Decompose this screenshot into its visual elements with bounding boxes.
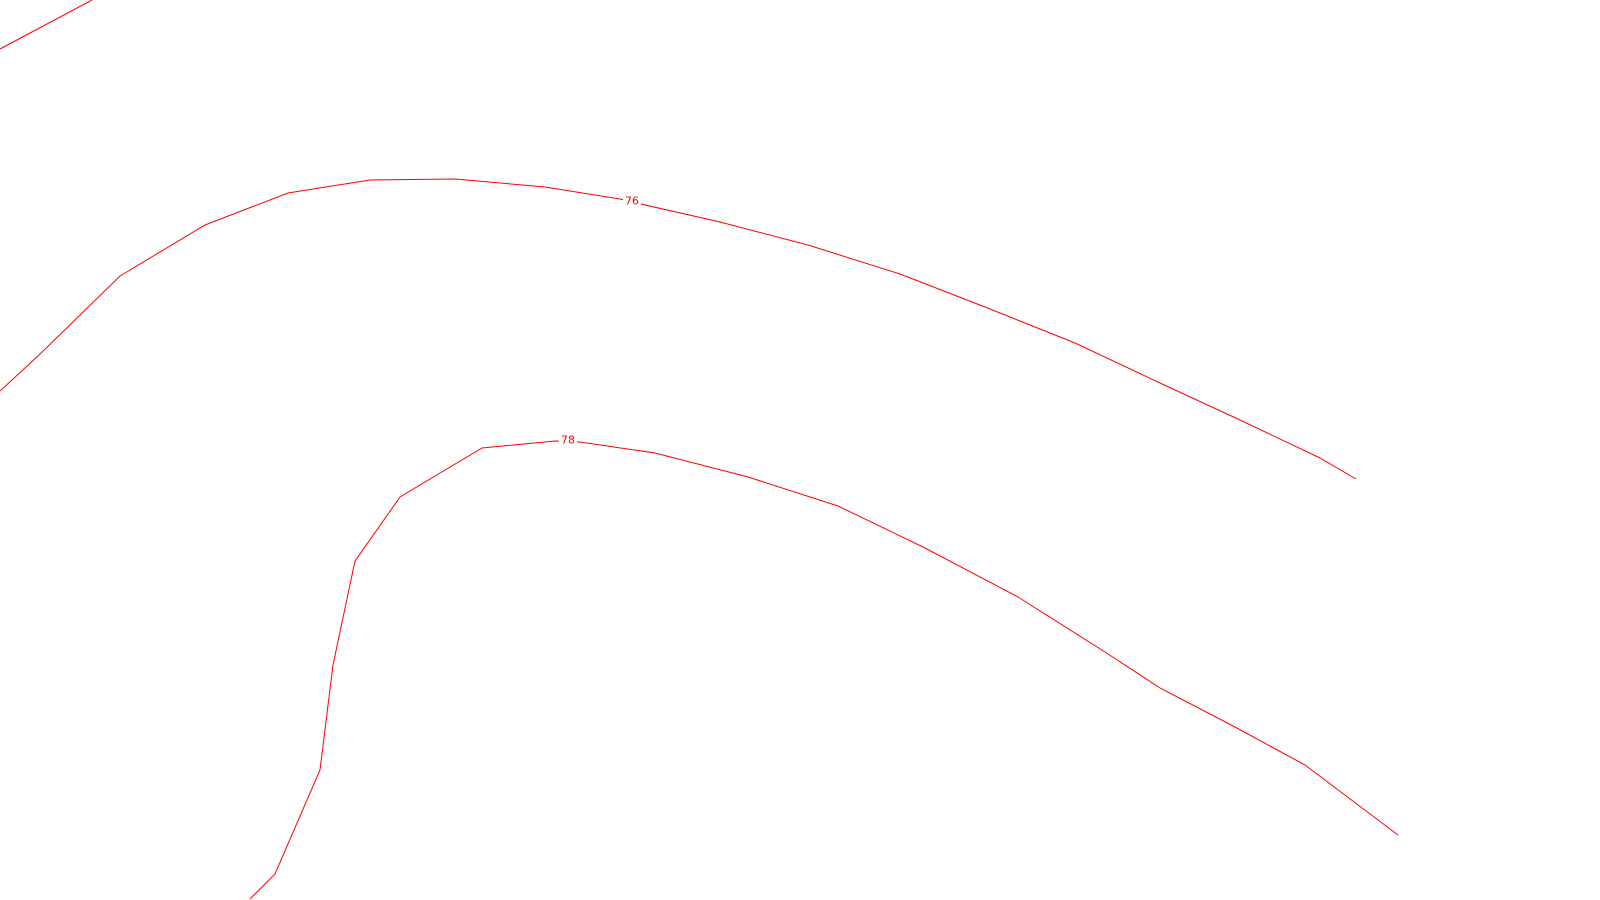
contour-line-78[interactable] [249,440,1399,900]
contour-line-partial[interactable] [0,0,93,50]
contour-label-76-halo [623,194,641,208]
contour-label-78-halo [559,433,577,447]
contour-label-76: 76 [625,195,639,208]
contour-label-78: 78 [561,434,575,447]
